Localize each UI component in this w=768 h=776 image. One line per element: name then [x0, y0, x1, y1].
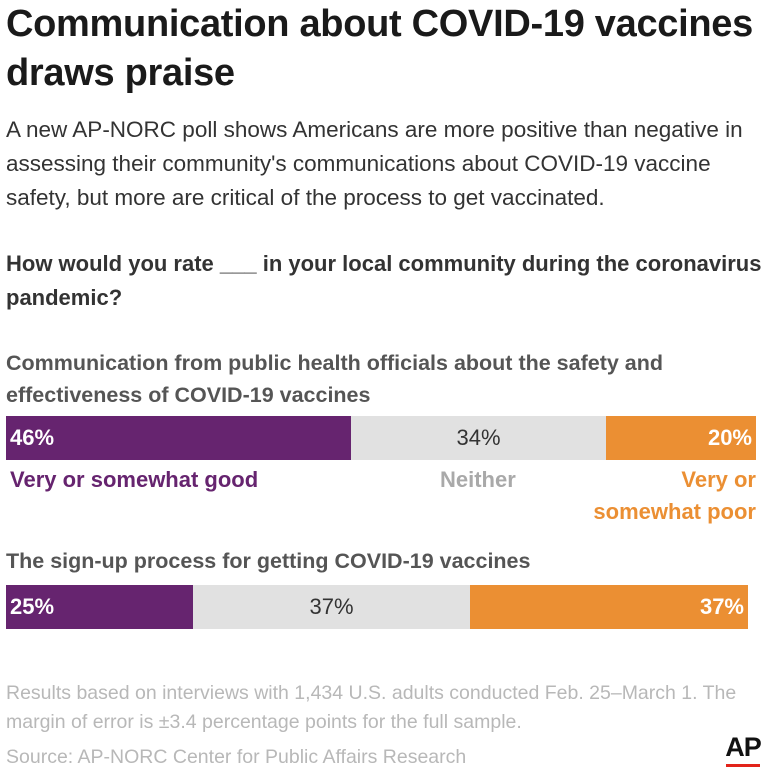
data-label-neither-1: 37%	[309, 594, 354, 619]
stacked-bar-signup: 25% 37% 37%	[6, 585, 748, 629]
chart-title: Communication about COVID-19 vaccines dr…	[6, 3, 753, 94]
data-label-good-1: 25%	[10, 594, 55, 619]
legend-poor: Very or somewhat poor	[556, 464, 756, 528]
bar-segment-neither-1: 37%	[193, 585, 470, 629]
legend-good: Very or somewhat good	[10, 467, 259, 492]
bar-segment-poor-1: 37%	[470, 585, 748, 629]
chart-subtitle: A new AP-NORC poll shows Americans are m…	[6, 117, 743, 210]
data-label-good-0: 46%	[10, 425, 55, 450]
bar-segment-neither-0: 34%	[351, 416, 606, 460]
data-label-neither-0: 34%	[456, 425, 501, 450]
source-credit: Source: AP-NORC Center for Public Affair…	[6, 746, 467, 768]
legend-poor-line1: Very or	[681, 467, 756, 492]
stacked-bar-communication: 46% 34% 20%	[6, 416, 756, 460]
legend-neither: Neither	[440, 467, 516, 492]
ap-logo-underline	[726, 764, 760, 767]
data-label-poor-1: 37%	[699, 594, 744, 619]
bar-segment-good-0: 46%	[6, 416, 351, 460]
survey-question: How would you rate ___ in your local com…	[6, 251, 762, 310]
data-label-poor-0: 20%	[707, 425, 752, 450]
bar-segment-good-1: 25%	[6, 585, 193, 629]
ap-logo: AP	[722, 732, 764, 770]
methodology-note: Results based on interviews with 1,434 U…	[6, 682, 737, 733]
legend-poor-line2: somewhat poor	[593, 499, 756, 524]
category-label-communication: Communication from public health officia…	[6, 351, 664, 407]
bar-segment-poor-0: 20%	[606, 416, 756, 460]
category-label-signup: The sign-up process for getting COVID-19…	[6, 549, 531, 573]
ap-logo-text: AP	[725, 732, 762, 762]
